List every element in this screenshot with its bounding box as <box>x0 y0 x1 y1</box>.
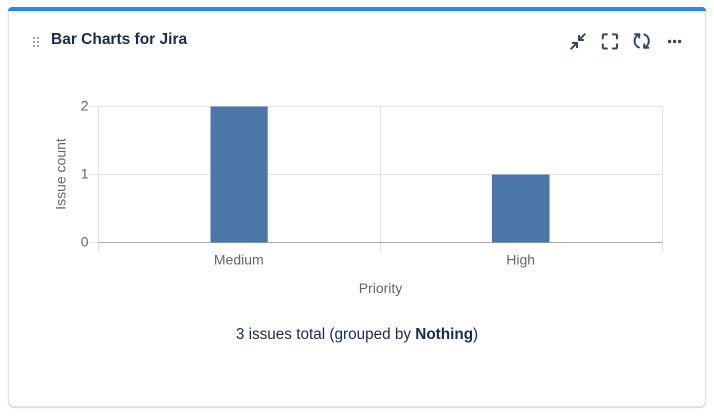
svg-text:Priority: Priority <box>359 280 403 296</box>
svg-text:Medium: Medium <box>214 252 264 268</box>
svg-text:High: High <box>506 252 535 268</box>
svg-text:1: 1 <box>81 166 89 182</box>
svg-text:Issue count: Issue count <box>53 138 69 210</box>
svg-text:0: 0 <box>81 234 89 250</box>
svg-text:2: 2 <box>81 98 89 114</box>
